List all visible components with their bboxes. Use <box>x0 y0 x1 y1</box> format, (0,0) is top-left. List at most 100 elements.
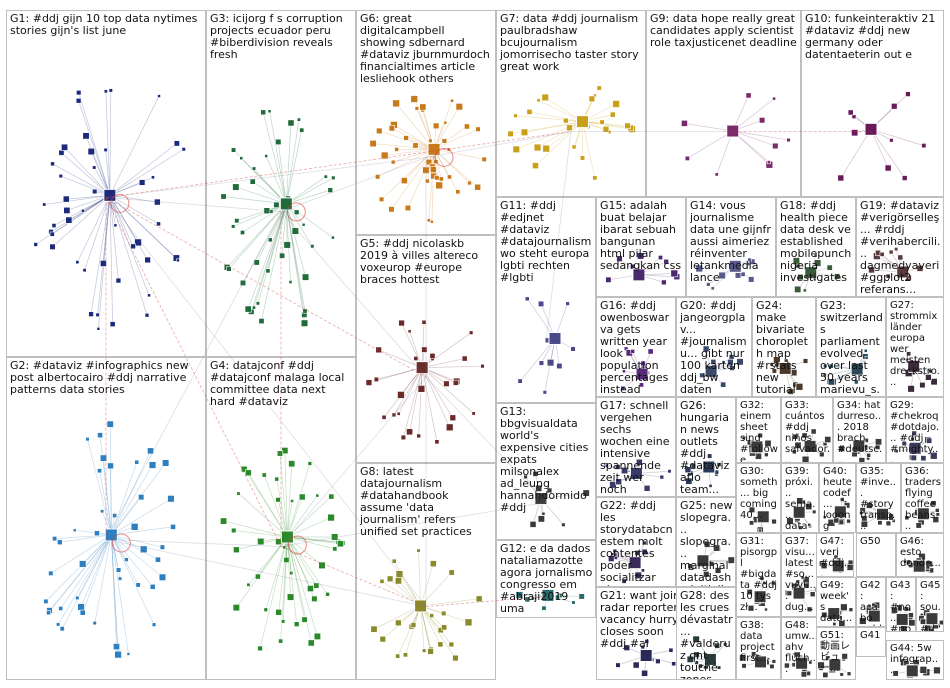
node <box>291 227 299 235</box>
node <box>903 606 909 612</box>
node <box>721 360 726 365</box>
node <box>471 411 476 416</box>
node <box>928 369 933 374</box>
node <box>100 260 107 267</box>
node <box>832 622 837 626</box>
group-label: G44: 5w infograp... <box>890 643 939 676</box>
node <box>925 374 932 381</box>
node <box>331 533 339 541</box>
node-cluster <box>918 609 943 631</box>
node <box>426 218 431 223</box>
node <box>748 276 755 283</box>
node <box>77 603 85 611</box>
node <box>524 596 531 603</box>
node <box>916 265 924 272</box>
node <box>892 670 899 677</box>
node <box>894 247 899 252</box>
node <box>417 385 426 393</box>
node <box>727 556 735 564</box>
node <box>97 468 103 474</box>
group-label: G10: funkeinteraktiv 21 #dataviz #ddj ne… <box>805 12 939 61</box>
node <box>65 216 73 224</box>
group-label: G38: data project first... <box>740 620 778 664</box>
node <box>474 183 481 191</box>
node <box>58 173 63 179</box>
node <box>428 138 433 143</box>
node <box>592 175 598 181</box>
node <box>764 452 769 457</box>
node <box>151 622 157 627</box>
node <box>149 583 156 590</box>
node <box>274 476 280 482</box>
node <box>328 493 335 500</box>
node <box>331 235 335 240</box>
node <box>157 94 161 98</box>
node <box>307 461 313 466</box>
node <box>275 538 282 546</box>
node <box>106 420 114 428</box>
group-g2: G2: #dataviz #infographics new post albe… <box>6 357 206 680</box>
node <box>825 655 831 661</box>
hub-node <box>728 259 742 273</box>
node <box>904 515 910 521</box>
group-g39: G39: próxi... sema... data beers... <box>781 463 819 533</box>
node <box>337 540 344 548</box>
group-g31: G31: pisorgpl #bigdata #ddj 10 tys zł... <box>736 533 781 617</box>
node <box>115 277 122 284</box>
node <box>542 144 550 153</box>
node-cluster <box>894 430 938 462</box>
group-label: G2: #dataviz #infographics new post albe… <box>10 359 193 396</box>
node <box>769 362 774 367</box>
group-g14: G14: vous journalisme data une gijnfr au… <box>686 197 776 297</box>
node <box>639 382 645 388</box>
node <box>241 465 248 473</box>
node <box>62 195 70 203</box>
hub-node <box>850 362 864 376</box>
node <box>839 497 845 502</box>
hub-node <box>635 367 649 381</box>
node <box>838 519 845 525</box>
group-g1: G1: #ddj gijn 10 top data nytimes storie… <box>6 10 206 357</box>
hub-node <box>628 556 642 570</box>
node <box>48 570 54 576</box>
node <box>441 610 447 617</box>
node <box>441 138 448 144</box>
group-label: G40: heute codef... looong time... <box>823 466 852 532</box>
node <box>749 520 755 526</box>
node <box>824 436 832 443</box>
node <box>614 464 621 470</box>
node <box>87 147 95 156</box>
node-cluster <box>868 247 924 282</box>
node <box>563 117 569 124</box>
node <box>786 590 793 597</box>
node <box>373 376 379 382</box>
node <box>434 439 440 445</box>
node <box>388 125 395 132</box>
node <box>246 582 251 587</box>
node <box>692 635 700 643</box>
node <box>536 98 541 103</box>
node <box>448 569 455 576</box>
group-g21: G21: want join radar reporter vacancy hu… <box>596 587 686 680</box>
node <box>851 114 857 119</box>
node <box>630 349 636 354</box>
node <box>634 550 641 556</box>
node <box>739 654 747 662</box>
node <box>234 218 240 224</box>
node <box>794 285 802 293</box>
node <box>416 433 421 439</box>
group-g23: G23: switzerland s parliament evolved ov… <box>816 297 886 397</box>
node-cluster <box>891 604 915 631</box>
hub-node <box>912 559 926 573</box>
self-loop <box>111 533 131 553</box>
node <box>813 259 822 267</box>
node <box>230 147 237 153</box>
group-g13: G13: bbgvisualdata world's expensive cit… <box>496 403 596 540</box>
node <box>694 660 699 665</box>
node <box>762 580 767 585</box>
node <box>930 378 938 386</box>
node <box>449 414 457 422</box>
hub-node <box>895 612 909 626</box>
node <box>888 249 894 255</box>
node <box>812 509 817 514</box>
